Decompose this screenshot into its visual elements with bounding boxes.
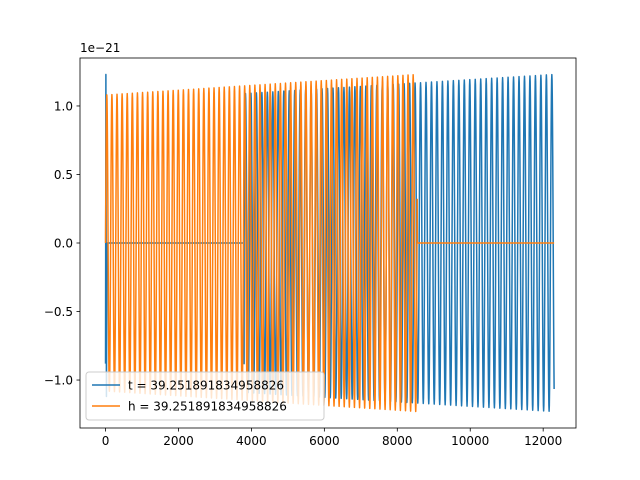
legend-label: h = 39.251891834958826 [128, 400, 287, 414]
x-tick-label: 8000 [382, 434, 413, 448]
legend: t = 39.251891834958826 h = 39.25189183495… [85, 371, 325, 421]
y-tick-label: 1.0 [54, 99, 73, 113]
x-tick-label: 2000 [163, 434, 194, 448]
legend-label: t = 39.251891834958826 [128, 379, 284, 393]
x-tick-label: 6000 [309, 434, 340, 448]
legend-box [85, 371, 325, 421]
y-tick-label: −1.0 [44, 374, 73, 388]
x-tick-label: 4000 [236, 434, 267, 448]
x-tick-label: 0 [102, 434, 110, 448]
x-tick-label: 12000 [524, 434, 562, 448]
y-offset-label: 1e−21 [80, 41, 120, 55]
series-line-h [104, 73, 555, 413]
y-axis: −1.0 −0.5 0.0 0.5 1.0 [44, 99, 80, 388]
series-layer [104, 73, 555, 413]
x-tick-label: 10000 [451, 434, 489, 448]
x-axis: 0 2000 4000 6000 8000 10000 12000 [102, 428, 562, 448]
y-tick-label: 0.0 [54, 237, 73, 251]
y-tick-label: 0.5 [54, 168, 73, 182]
y-tick-label: −0.5 [44, 305, 73, 319]
